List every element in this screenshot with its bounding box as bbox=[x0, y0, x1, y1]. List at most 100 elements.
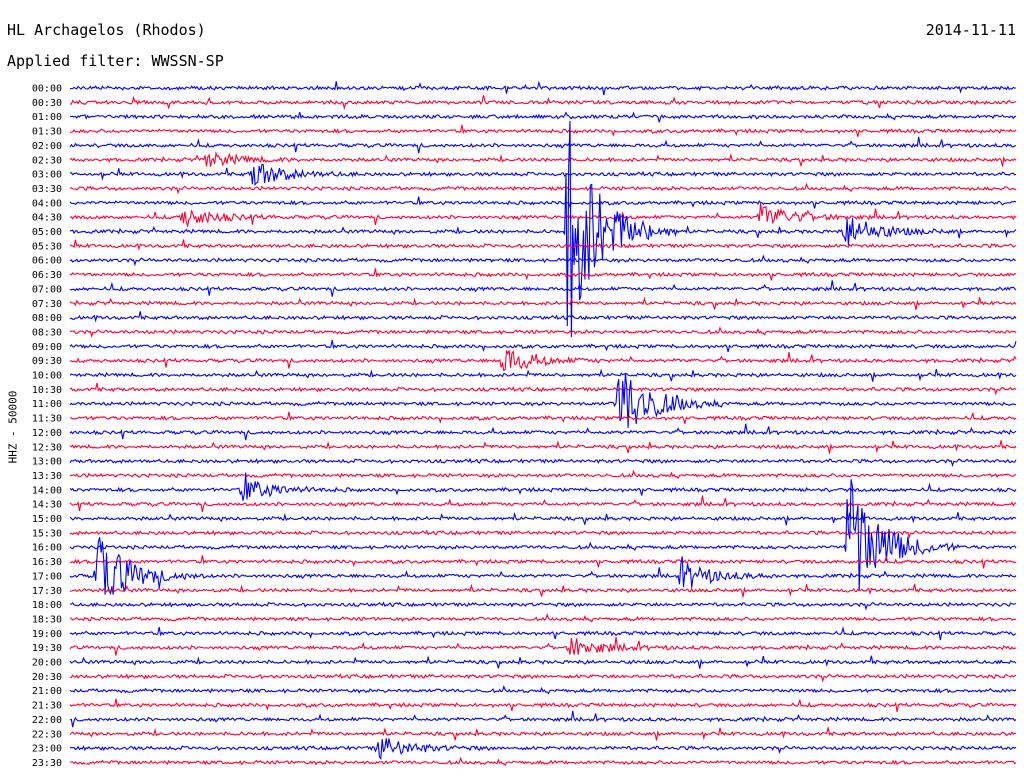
trace-row bbox=[69, 151, 1017, 167]
time-tick-label: 20:30 bbox=[32, 672, 62, 683]
time-tick-label: 00:00 bbox=[32, 84, 62, 95]
trace-row bbox=[69, 710, 1017, 728]
trace-row bbox=[69, 239, 1017, 251]
trace-row bbox=[69, 268, 1017, 281]
trace-row bbox=[69, 479, 1017, 591]
time-tick-label: 15:30 bbox=[32, 528, 62, 539]
time-tick-labels: 00:00 00:30 01:00 01:30 02:00 02:30 03:00 03:30… bbox=[32, 84, 62, 769]
time-tick-label: 06:00 bbox=[32, 256, 62, 267]
trace-row bbox=[69, 254, 1017, 267]
time-tick-label: 06:30 bbox=[32, 270, 62, 281]
time-tick-label: 09:00 bbox=[32, 342, 62, 353]
time-tick-label: 13:00 bbox=[32, 457, 62, 468]
time-tick-label: 12:00 bbox=[32, 428, 62, 439]
time-tick-label: 19:30 bbox=[32, 643, 62, 654]
trace-row bbox=[69, 537, 1017, 596]
time-tick-label: 09:30 bbox=[32, 356, 62, 367]
time-tick-label: 17:00 bbox=[32, 571, 62, 582]
trace-row bbox=[69, 124, 1017, 137]
trace-row bbox=[69, 136, 1017, 154]
time-tick-label: 23:00 bbox=[32, 744, 62, 755]
trace-row bbox=[69, 411, 1017, 424]
station-title: HL Archagelos (Rhodos) bbox=[7, 21, 206, 39]
trace-row bbox=[69, 120, 1017, 338]
trace-row bbox=[69, 196, 1017, 209]
trace-row bbox=[69, 583, 1017, 598]
time-tick-label: 14:30 bbox=[32, 500, 62, 511]
filter-label: Applied filter: WWSSN-SP bbox=[7, 52, 224, 70]
trace-row bbox=[69, 655, 1017, 669]
trace-row bbox=[69, 326, 1017, 339]
time-tick-label: 01:00 bbox=[32, 112, 62, 123]
trace-row bbox=[69, 95, 1017, 111]
time-tick-label: 18:00 bbox=[32, 600, 62, 611]
trace-row bbox=[69, 368, 1017, 382]
trace-row bbox=[69, 626, 1017, 641]
trace-row bbox=[69, 673, 1017, 683]
trace-row bbox=[69, 511, 1017, 526]
time-tick-label: 15:00 bbox=[32, 514, 62, 525]
trace-row bbox=[69, 202, 1017, 229]
time-tick-label: 05:30 bbox=[32, 241, 62, 252]
trace-row bbox=[69, 163, 1017, 187]
time-tick-label: 20:00 bbox=[32, 658, 62, 669]
time-tick-label: 18:30 bbox=[32, 614, 62, 625]
time-tick-label: 05:00 bbox=[32, 227, 62, 238]
time-tick-label: 21:30 bbox=[32, 701, 62, 712]
trace-row bbox=[70, 111, 1017, 123]
time-tick-label: 10:30 bbox=[32, 385, 62, 396]
time-tick-label: 08:00 bbox=[32, 313, 62, 324]
trace-row bbox=[69, 372, 1017, 428]
trace-row bbox=[69, 350, 1017, 372]
trace-row bbox=[69, 80, 1017, 96]
trace-row bbox=[69, 601, 1017, 611]
trace-row bbox=[69, 684, 1017, 695]
date-label: 2014-11-11 bbox=[925, 21, 1016, 39]
time-tick-label: 03:30 bbox=[32, 184, 62, 195]
trace-row bbox=[69, 472, 1017, 501]
trace-row bbox=[69, 636, 1017, 656]
trace-row bbox=[70, 469, 1017, 480]
time-tick-label: 02:30 bbox=[32, 155, 62, 166]
time-tick-label: 14:00 bbox=[32, 485, 62, 496]
time-tick-label: 11:00 bbox=[32, 399, 62, 410]
time-tick-label: 22:30 bbox=[32, 729, 62, 740]
trace-row bbox=[69, 756, 1017, 767]
time-tick-label: 22:00 bbox=[32, 715, 62, 726]
trace-row bbox=[69, 738, 1017, 760]
trace-row bbox=[69, 182, 1017, 195]
time-tick-label: 04:30 bbox=[32, 213, 62, 224]
time-tick-label: 19:00 bbox=[32, 629, 62, 640]
trace-row bbox=[69, 495, 1017, 513]
time-tick-label: 16:00 bbox=[32, 543, 62, 554]
trace-row bbox=[69, 280, 1017, 297]
time-tick-label: 21:00 bbox=[32, 686, 62, 697]
time-tick-label: 07:00 bbox=[32, 284, 62, 295]
time-tick-label: 04:00 bbox=[32, 198, 62, 209]
time-tick-label: 17:30 bbox=[32, 586, 62, 597]
time-tick-label: 10:00 bbox=[32, 371, 62, 382]
trace-row bbox=[69, 423, 1017, 441]
time-tick-label: 12:30 bbox=[32, 442, 62, 453]
trace-row bbox=[69, 296, 1017, 311]
time-tick-label: 13:30 bbox=[32, 471, 62, 482]
time-tick-label: 02:00 bbox=[32, 141, 62, 152]
time-tick-label: 16:30 bbox=[32, 557, 62, 568]
time-tick-label: 07:30 bbox=[32, 299, 62, 310]
time-tick-label: 23:30 bbox=[32, 758, 62, 769]
trace-row bbox=[69, 529, 1017, 539]
trace-row bbox=[69, 613, 1017, 623]
time-tick-label: 01:30 bbox=[32, 127, 62, 138]
trace-row bbox=[69, 555, 1017, 569]
time-tick-label: 03:00 bbox=[32, 170, 62, 181]
trace-row bbox=[69, 457, 1017, 468]
trace-row bbox=[69, 698, 1017, 712]
trace-row bbox=[69, 727, 1017, 741]
trace-row bbox=[69, 339, 1017, 353]
time-tick-label: 11:30 bbox=[32, 414, 62, 425]
time-tick-label: 00:30 bbox=[32, 98, 62, 109]
trace-row bbox=[69, 382, 1017, 396]
traces bbox=[69, 80, 1017, 767]
trace-row bbox=[69, 440, 1017, 454]
